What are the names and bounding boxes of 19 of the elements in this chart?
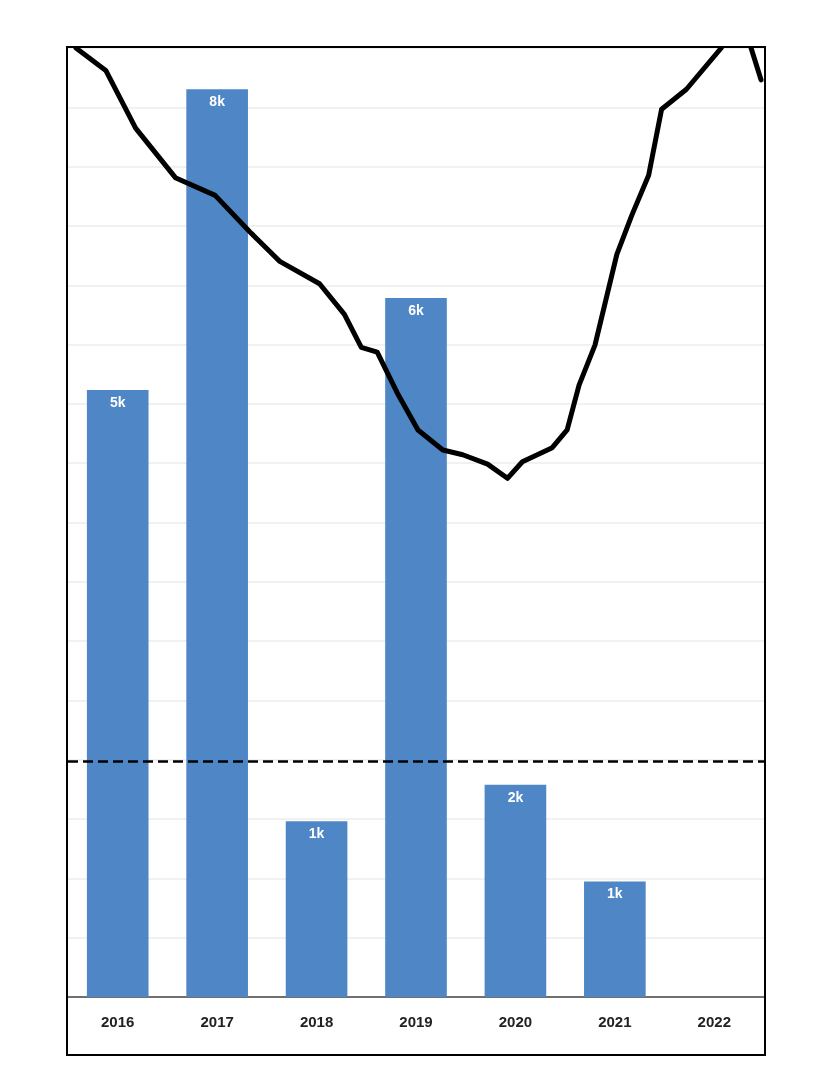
data-label: 1k — [607, 885, 623, 902]
bar — [186, 89, 248, 997]
bar — [385, 297, 447, 997]
x-tick-label: 2022 — [697, 1013, 731, 1030]
x-tick-label: 2017 — [200, 1013, 234, 1030]
bar — [285, 821, 348, 997]
x-tick-label: 2020 — [498, 1013, 533, 1030]
data-label: 1k — [308, 825, 325, 842]
data-label: 2k — [507, 788, 524, 805]
data-label: 8k — [209, 93, 226, 110]
bar — [584, 881, 646, 997]
x-tick-label: 2018 — [299, 1013, 334, 1030]
data-label: 6k — [408, 301, 424, 318]
bar — [484, 784, 547, 997]
data-label: 5k — [109, 393, 126, 410]
x-tick-label: 2021 — [598, 1013, 632, 1030]
x-tick-label: 2016 — [101, 1013, 135, 1030]
x-tick-label: 2019 — [399, 1013, 433, 1030]
bar — [86, 389, 149, 997]
